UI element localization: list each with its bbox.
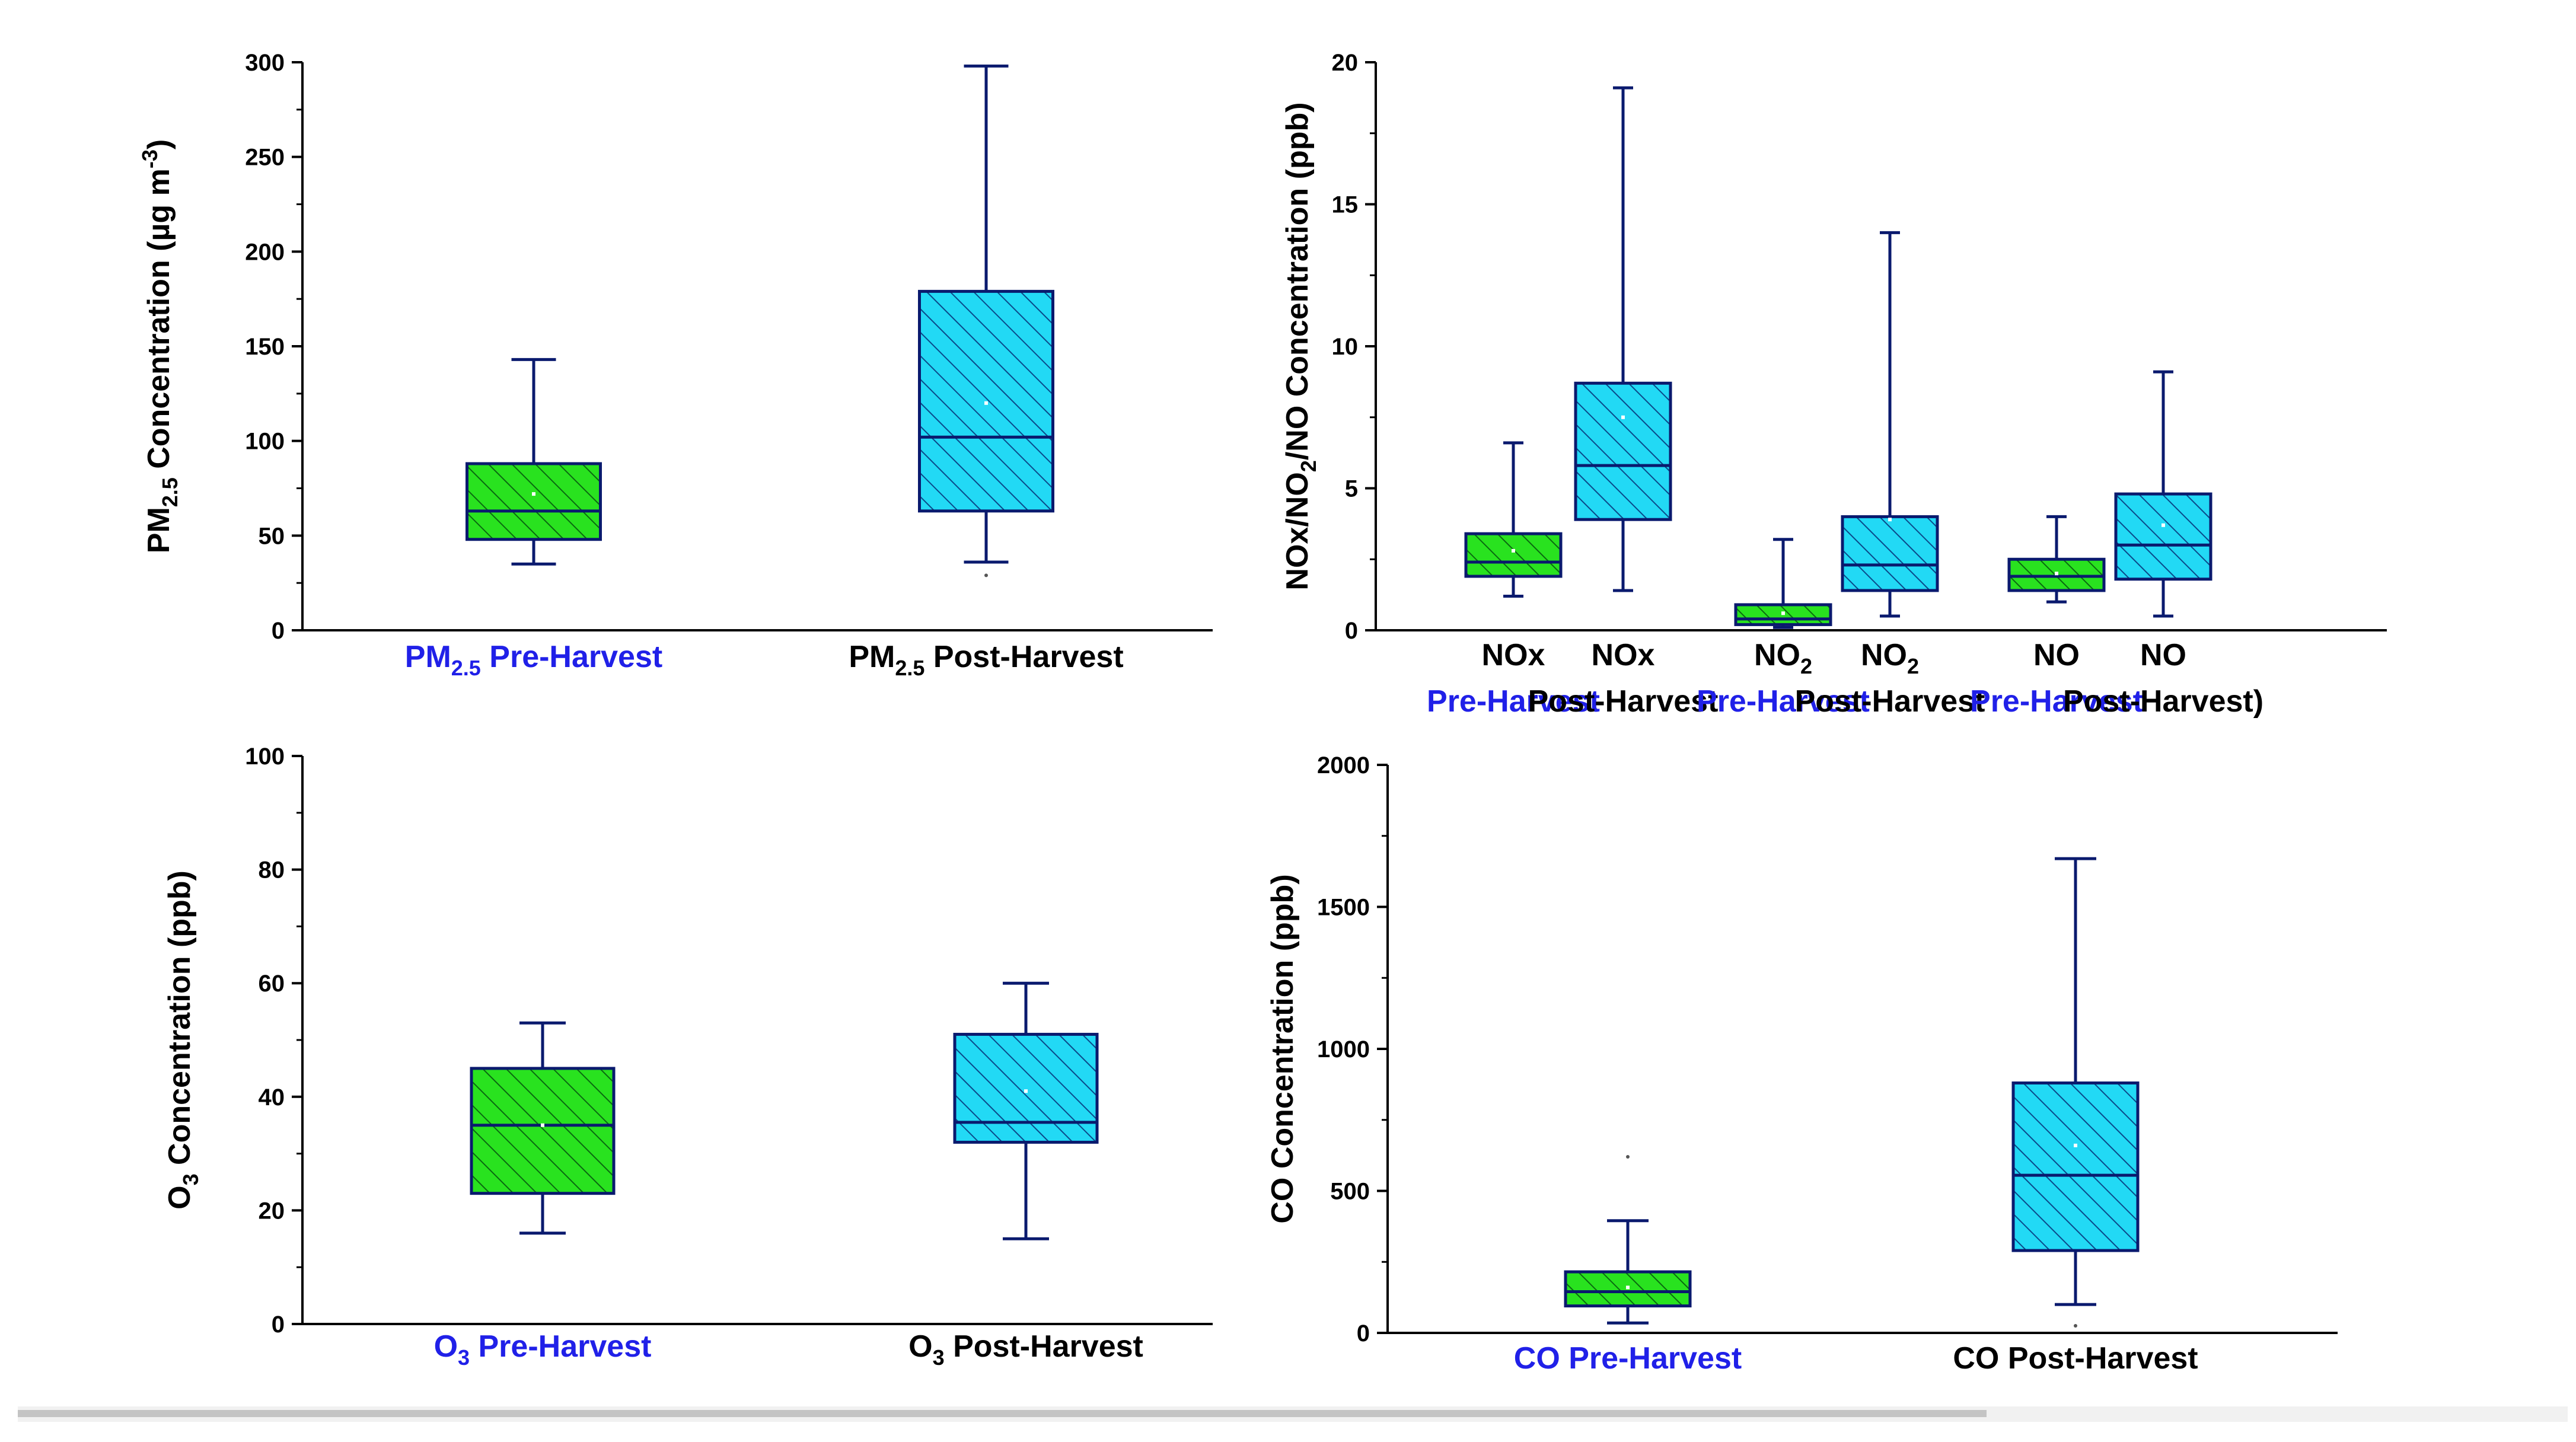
y-tick-label: 50 bbox=[259, 523, 285, 549]
y-tick-label: 300 bbox=[245, 50, 285, 76]
mean-marker bbox=[984, 401, 988, 405]
box-post-3 bbox=[1841, 231, 1939, 618]
box-iqr bbox=[1574, 381, 1672, 521]
box-post-1 bbox=[2011, 857, 2140, 1328]
y-tick-label: 5 bbox=[1345, 476, 1358, 502]
x-category-label: Post-Harvest bbox=[1528, 684, 1719, 719]
box-iqr bbox=[1841, 515, 1939, 592]
scrollbar-thumb[interactable] bbox=[18, 1410, 1987, 1417]
y-tick-label: 20 bbox=[1332, 50, 1359, 76]
y-tick-label: 100 bbox=[245, 429, 285, 455]
mean-marker bbox=[532, 492, 535, 496]
y-tick-label: 500 bbox=[1330, 1179, 1370, 1205]
x-category-label: Post-Harvest) bbox=[2063, 684, 2263, 719]
mean-marker bbox=[1621, 415, 1625, 419]
mean-marker bbox=[1024, 1089, 1028, 1093]
x-category-label: CO Pre-Harvest bbox=[1514, 1341, 1742, 1376]
y-tick-label: 0 bbox=[1345, 618, 1358, 644]
box-pre-0 bbox=[1564, 1155, 1692, 1325]
mean-marker bbox=[1512, 548, 1515, 553]
y-tick-label: 200 bbox=[245, 239, 285, 265]
box-pre-0 bbox=[470, 1021, 616, 1235]
y-tick-label: 250 bbox=[245, 145, 285, 171]
y-tick-label: 1500 bbox=[1317, 895, 1370, 921]
box-iqr bbox=[2114, 492, 2212, 581]
box-post-1 bbox=[918, 64, 1054, 578]
box-pre-2 bbox=[1734, 538, 1832, 629]
x-category-label: O3 Pre-Harvest bbox=[434, 1329, 652, 1370]
y-tick-label: 80 bbox=[259, 857, 285, 883]
x-category-label: CO Post-Harvest bbox=[1953, 1341, 2198, 1376]
box-pre-4 bbox=[2007, 515, 2106, 604]
box-pre-0 bbox=[1464, 441, 1563, 598]
mean-marker bbox=[541, 1123, 544, 1127]
x-category-label: NOx bbox=[1482, 638, 1545, 672]
mean-marker bbox=[2161, 523, 2165, 527]
x-category-label: O3 Post-Harvest bbox=[908, 1329, 1143, 1370]
mean-marker bbox=[1888, 518, 1892, 522]
x-category-label: NO bbox=[2140, 638, 2186, 672]
y-tick-label: 20 bbox=[259, 1198, 285, 1224]
y-axis-title: NOx/NO2/NO Concentration (ppb) bbox=[1280, 102, 1321, 590]
box-post-1 bbox=[1574, 86, 1672, 592]
x-category-label: NO2 bbox=[1861, 638, 1919, 678]
x-category-label: Post-Harvest bbox=[1795, 684, 1985, 719]
x-category-label: Pre-Harvest bbox=[1427, 684, 1600, 719]
mean-marker bbox=[1781, 611, 1785, 615]
mean-marker bbox=[2074, 1143, 2077, 1147]
box-iqr bbox=[918, 289, 1054, 513]
y-tick-label: 10 bbox=[1332, 334, 1359, 360]
x-category-label: NO2 bbox=[1754, 638, 1812, 678]
y-tick-label: 1000 bbox=[1317, 1036, 1370, 1063]
y-tick-label: 150 bbox=[245, 334, 285, 360]
y-tick-label: 40 bbox=[259, 1084, 285, 1111]
x-category-label: NO bbox=[2033, 638, 2080, 672]
x-category-label: NOx bbox=[1592, 638, 1655, 672]
box-iqr bbox=[470, 1067, 616, 1195]
y-tick-label: 100 bbox=[245, 744, 285, 770]
y-tick-label: 60 bbox=[259, 971, 285, 997]
x-category-label: PM2.5 Pre-Harvest bbox=[405, 640, 662, 680]
chart-co: 0 500 1000 1500 2000 CO Concentration (ppb) CO… bbox=[1265, 752, 2338, 1376]
x-category-label: PM2.5 Post-Harvest bbox=[849, 640, 1123, 680]
y-axis-title: O3 Concentration (ppb) bbox=[162, 870, 203, 1210]
box-post-5 bbox=[2114, 370, 2212, 618]
horizontal-scrollbar[interactable] bbox=[18, 1406, 2568, 1422]
y-tick-label: 15 bbox=[1332, 192, 1359, 218]
box-iqr bbox=[2011, 1081, 2140, 1252]
x-category-label: Pre-Harvest bbox=[1697, 684, 1870, 719]
box-pre-0 bbox=[466, 358, 602, 566]
mean-marker bbox=[1626, 1285, 1630, 1290]
box-iqr bbox=[953, 1032, 1099, 1144]
outlier-point bbox=[984, 573, 988, 578]
outlier-point bbox=[1626, 1155, 1630, 1159]
y-tick-label: 0 bbox=[272, 1312, 285, 1338]
x-category-label: Pre-Harvest bbox=[1970, 684, 2143, 719]
box-post-1 bbox=[953, 981, 1099, 1240]
y-axis-title: PM2.5 Concentration (µg m-3) bbox=[138, 139, 182, 553]
box-iqr bbox=[466, 462, 602, 541]
y-axis-title: CO Concentration (ppb) bbox=[1265, 874, 1300, 1223]
outlier-point bbox=[2074, 1324, 2077, 1328]
chart-nox: 0 5 10 15 20 NOx/NO2/NO Concentration (ppb) NO… bbox=[1280, 50, 2387, 719]
y-tick-label: 0 bbox=[1357, 1320, 1370, 1347]
y-tick-label: 0 bbox=[272, 618, 285, 644]
mean-marker bbox=[2055, 572, 2058, 576]
y-tick-label: 2000 bbox=[1317, 752, 1370, 779]
chart-pm25: 0 50 100 150 200 250 300 PM2.5 Concentration (µ… bbox=[138, 50, 1213, 680]
box-iqr bbox=[1464, 532, 1563, 578]
chart-o3: 0 20 40 60 80 100 O3 Concentration (ppb) O3 Pre… bbox=[162, 744, 1213, 1370]
